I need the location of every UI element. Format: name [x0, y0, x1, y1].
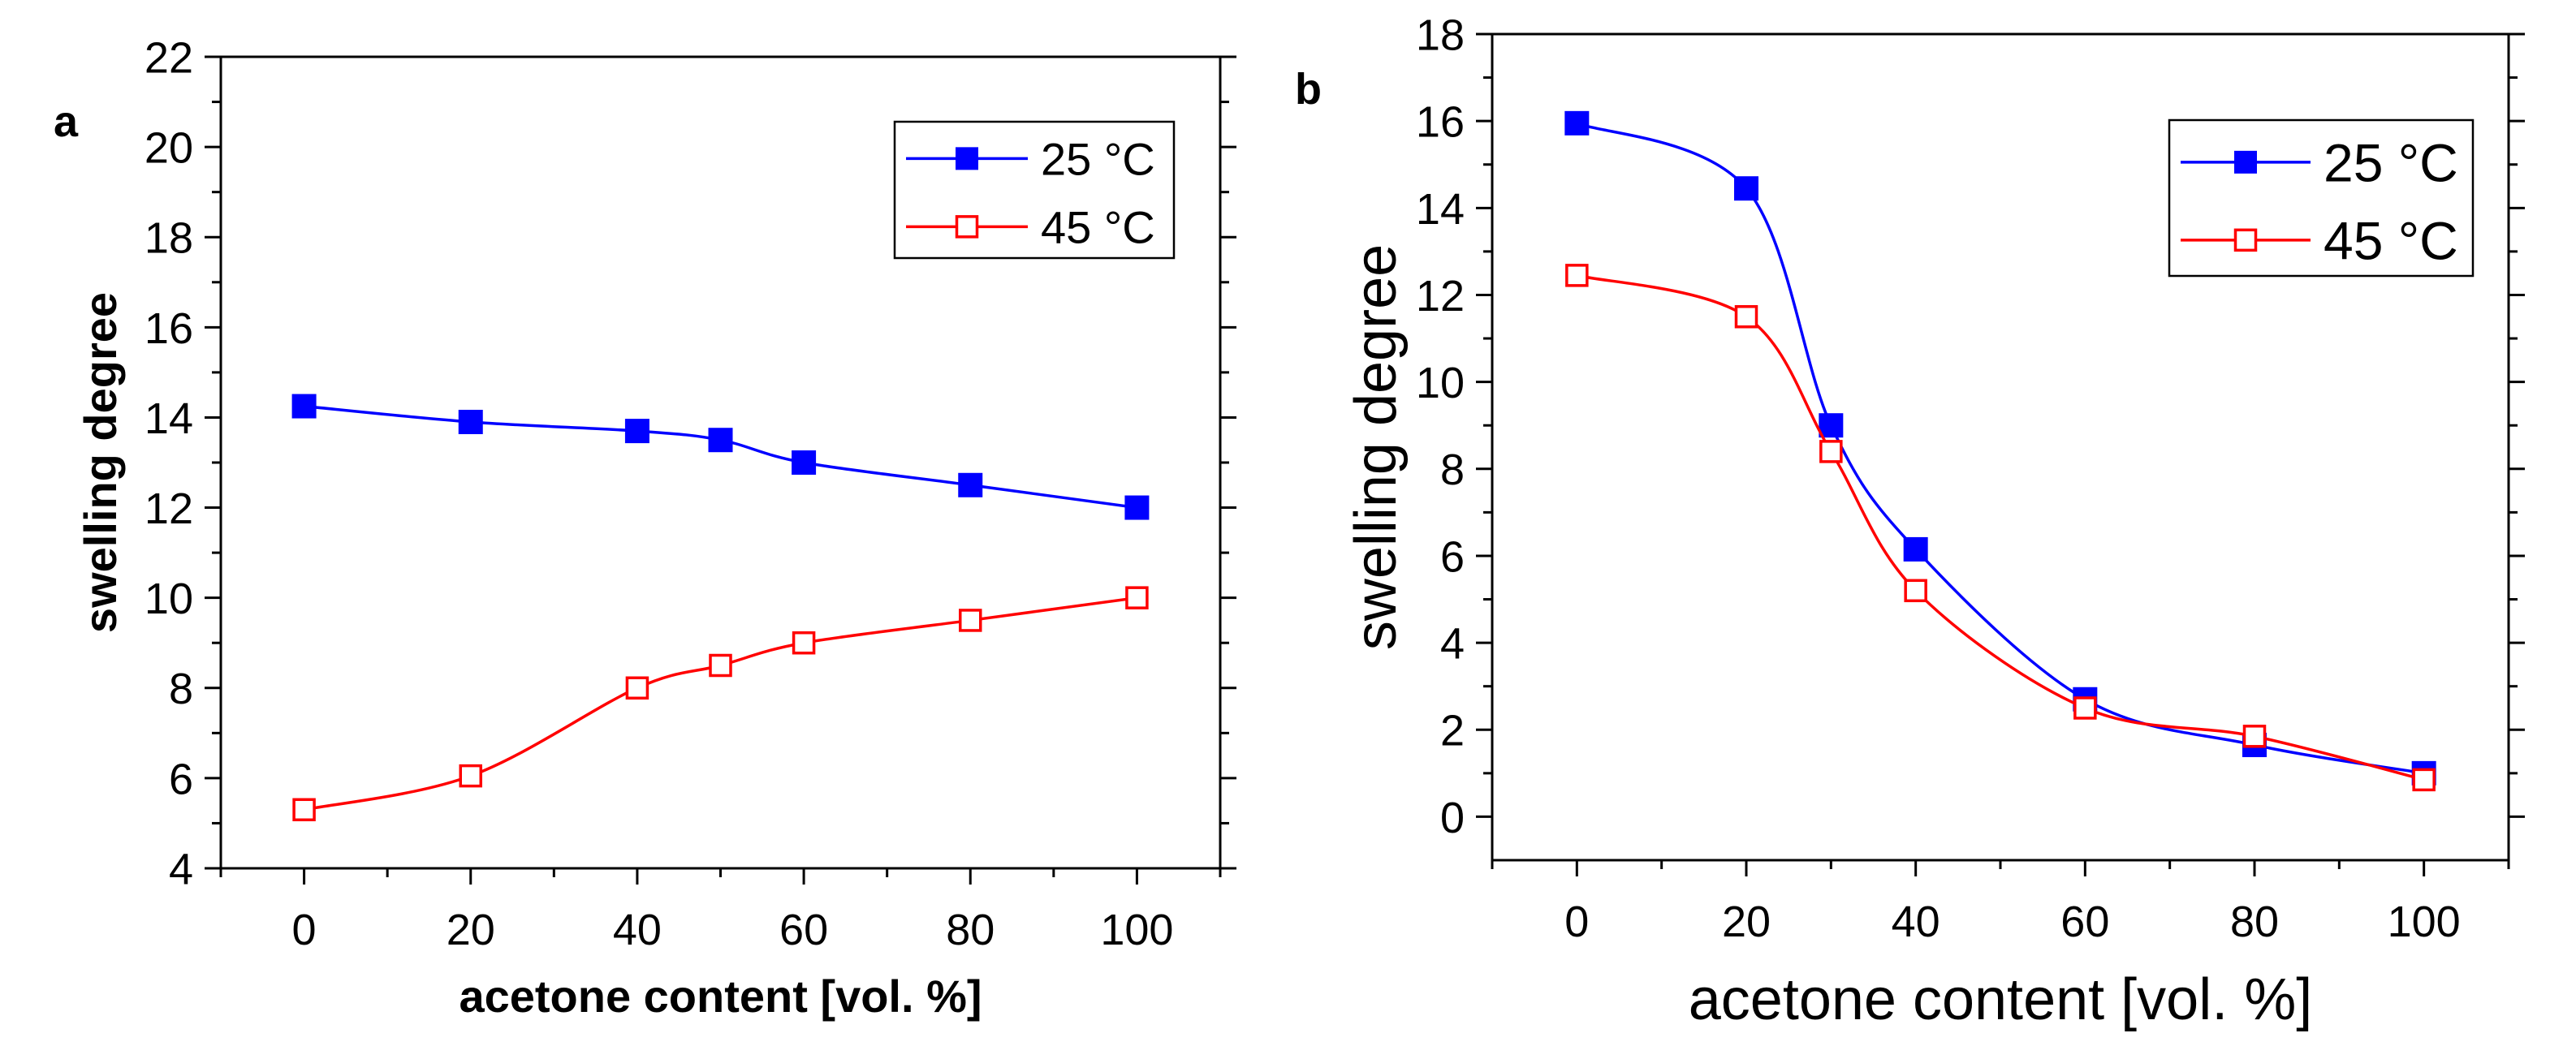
data-point-25c	[291, 394, 317, 419]
y-tick-label: 14	[145, 394, 193, 443]
x-tick-label: 0	[292, 906, 317, 954]
x-tick-label: 40	[613, 906, 662, 954]
panel-label: b	[1295, 65, 1322, 114]
legend-marker-45c	[955, 215, 979, 239]
data-point-45c	[709, 653, 732, 678]
data-point-45c	[625, 676, 649, 700]
y-tick-label: 8	[169, 665, 193, 713]
data-point-25c	[624, 419, 649, 444]
y-axis-label: swelling degree	[75, 292, 126, 633]
x-tick-label: 60	[779, 906, 828, 954]
x-tick-label: 80	[2230, 898, 2279, 946]
legend-label: 25 °C	[1041, 134, 1155, 185]
data-point-45c	[2242, 725, 2267, 748]
legend-box	[893, 120, 1176, 260]
data-point-45c	[959, 609, 982, 632]
data-point-25c	[1124, 495, 1150, 520]
y-tick-label: 4	[169, 845, 193, 893]
x-tick-label: 60	[2060, 898, 2109, 946]
legend-label: 45 °C	[1041, 202, 1155, 253]
x-axis-label: acetone content [vol. %]	[1689, 967, 2312, 1032]
data-point-25c	[458, 410, 483, 434]
data-point-45c	[1904, 579, 1927, 603]
data-point-45c	[459, 764, 482, 788]
data-point-45c	[1734, 305, 1758, 329]
legend-marker-45c	[2233, 228, 2258, 252]
y-tick-label: 2	[1440, 707, 1465, 756]
y-tick-label: 6	[1440, 532, 1465, 581]
chart-panel-b: 0 2 4 6 8 10 12 14 16 18 0 20 40 60 80 100 acetone conte…	[1295, 11, 2525, 1032]
y-tick-label: 0	[1440, 794, 1465, 842]
y-tick-label: 16	[145, 304, 193, 353]
y-tick-label: 4	[1440, 620, 1465, 669]
y-tick-label: 16	[1416, 98, 1465, 147]
y-tick-label: 12	[1416, 272, 1465, 321]
series-line-45c	[304, 596, 1137, 811]
x-tick-label: 0	[1564, 898, 1589, 946]
legend-box	[2168, 118, 2475, 278]
data-point-25c	[958, 472, 983, 497]
y-tick-label: 20	[145, 124, 193, 173]
y-tick-label: 8	[1440, 446, 1465, 494]
y-tick-label: 22	[145, 33, 193, 82]
data-point-25c	[1734, 176, 1758, 201]
y-tick-label: 18	[1416, 11, 1465, 59]
y-tick-label: 10	[145, 575, 193, 623]
x-tick-label: 40	[1892, 898, 1940, 946]
data-point-25c	[1903, 536, 1928, 562]
panel-label: a	[54, 97, 79, 146]
y-axis-label: swelling degree	[1344, 244, 1409, 650]
data-point-25c	[1819, 413, 1844, 438]
data-point-45c	[1819, 440, 1843, 463]
data-point-45c	[292, 798, 316, 822]
legend-marker-25c	[2234, 150, 2257, 174]
data-point-45c	[2412, 768, 2436, 792]
y-tick-label: 12	[145, 484, 193, 533]
chart-panel-a: 4 6 8 10 12 14 16 18 20 22 0 20 40 60 80 100 acetone con…	[54, 33, 1236, 1022]
x-axis-label: acetone content [vol. %]	[459, 971, 982, 1022]
data-point-25c	[1564, 110, 1590, 136]
data-point-45c	[792, 631, 816, 655]
data-point-45c	[1565, 264, 1589, 287]
data-point-25c	[708, 428, 733, 453]
legend-marker-25c	[956, 147, 978, 170]
data-point-45c	[2073, 696, 2097, 720]
data-point-25c	[792, 450, 817, 475]
x-tick-label: 100	[1100, 906, 1173, 954]
series-line-25c	[304, 404, 1137, 510]
data-point-45c	[1125, 586, 1149, 609]
x-tick-label: 80	[946, 906, 995, 954]
series-line-45c	[1576, 273, 2425, 781]
x-tick-label: 20	[1722, 898, 1771, 946]
y-tick-label: 10	[1416, 359, 1465, 407]
legend-label: 45 °C	[2324, 211, 2458, 271]
legend-label: 25 °C	[2324, 133, 2458, 193]
y-tick-label: 14	[1416, 185, 1465, 234]
y-tick-label: 6	[169, 755, 193, 803]
y-tick-label: 18	[145, 214, 193, 263]
x-tick-label: 100	[2388, 898, 2461, 946]
x-tick-label: 20	[447, 906, 495, 954]
